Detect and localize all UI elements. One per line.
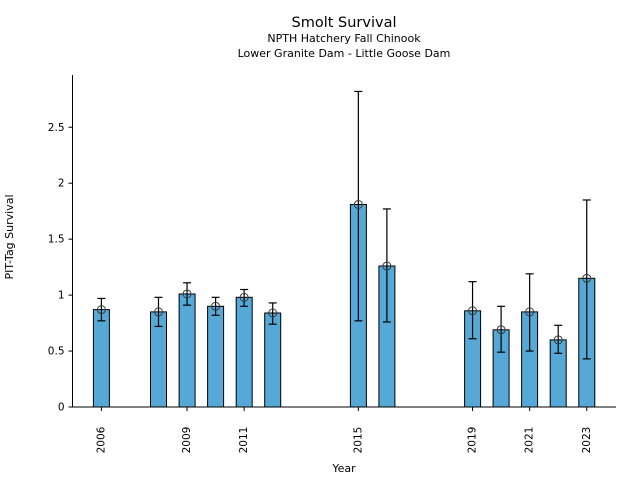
- point-marker-2008: [154, 307, 163, 317]
- bar-2011: [235, 296, 253, 408]
- x-tick-label-2023: 2023: [581, 427, 593, 454]
- y-axis-ticks: 0 0.5 1 1.5 2 2.5: [48, 122, 73, 414]
- x-tick-label-2019: 2019: [467, 427, 479, 454]
- y-tick-label-2.5: 2.5: [48, 122, 65, 134]
- x-tick-label-2009: 2009: [181, 427, 193, 454]
- bar-2010: [207, 305, 225, 408]
- y-tick-label-1.5: 1.5: [48, 234, 65, 246]
- y-tick-label-1: 1: [58, 290, 65, 302]
- point-marker-2022: [553, 335, 563, 345]
- point-marker-2010: [211, 301, 221, 311]
- y-tick-label-2: 2: [58, 178, 65, 190]
- x-axis-label: Year: [331, 462, 356, 475]
- point-marker-2021: [525, 307, 535, 317]
- y-tick-label-0: 0: [58, 402, 65, 414]
- point-marker-2019: [468, 306, 478, 316]
- bar-2009: [178, 293, 196, 408]
- point-marker-2009: [182, 289, 192, 299]
- y-tick-label-0.5: 0.5: [48, 346, 65, 358]
- point-marker-2006: [96, 305, 106, 315]
- x-tick-label-2011: 2011: [238, 427, 250, 454]
- markers-group: [96, 199, 592, 345]
- bar-2012: [264, 312, 282, 408]
- point-marker-2016: [382, 261, 392, 271]
- chart-title: Smolt Survival: [292, 15, 397, 31]
- point-marker-2011: [239, 292, 249, 302]
- x-tick-label-2006: 2006: [95, 426, 107, 453]
- y-axis-label: PIT-Tag Survival: [3, 194, 16, 279]
- bar-2006: [92, 309, 110, 408]
- point-marker-2012: [268, 308, 278, 318]
- x-tick-label-2021: 2021: [524, 427, 536, 454]
- axes-group: [72, 75, 616, 408]
- point-marker-2023: [582, 273, 592, 283]
- x-tick-label-2015: 2015: [352, 427, 364, 454]
- bars-group: [92, 204, 596, 408]
- point-marker-2020: [496, 325, 506, 335]
- x-axis-ticks: 2006 2009 2011 2015 2019 2021 2023: [95, 407, 593, 454]
- chart-subtitle-line2: Lower Granite Dam - Little Goose Dam: [238, 47, 451, 60]
- point-marker-2015: [353, 199, 363, 209]
- errorbars-group: [97, 90, 591, 360]
- chart-subtitle-line1: NPTH Hatchery Fall Chinook: [267, 32, 421, 45]
